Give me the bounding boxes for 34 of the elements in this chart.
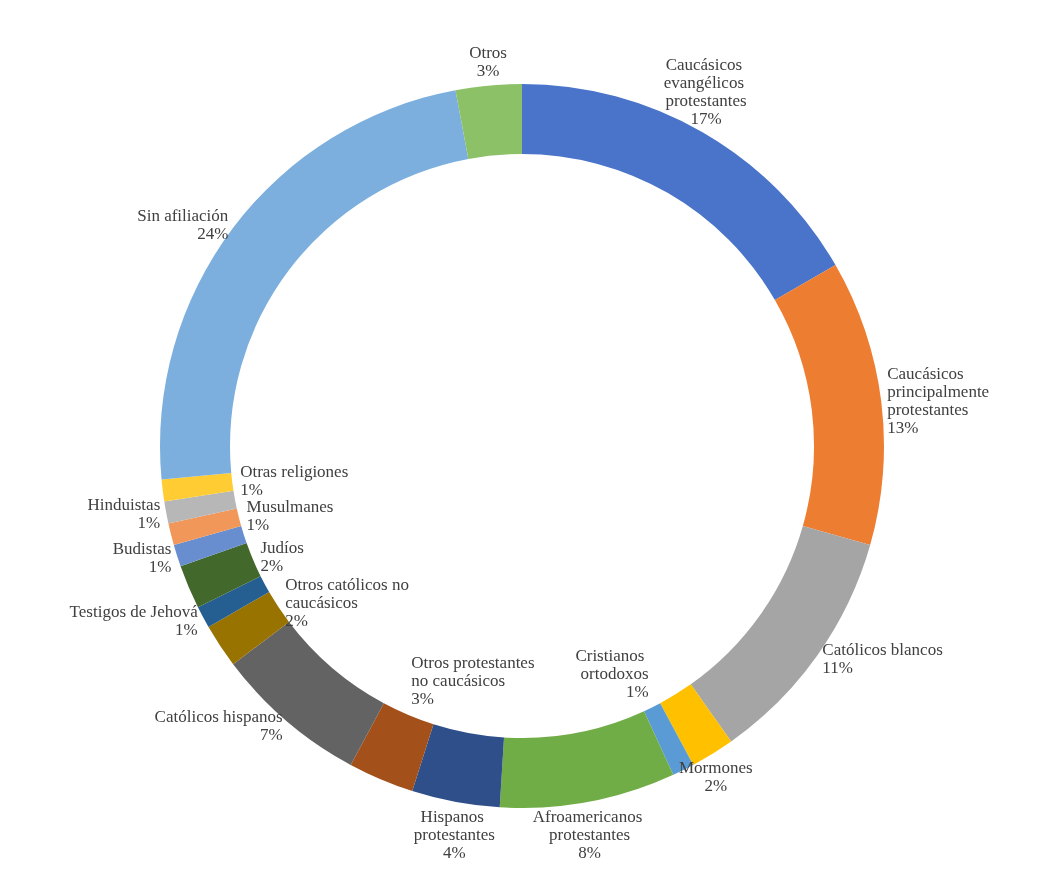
slice-label: Cristianos ortodoxos <box>575 645 649 683</box>
data-label: 24% <box>197 223 229 243</box>
slice-label: Otros <box>469 43 507 63</box>
data-label: 2% <box>704 776 728 796</box>
data-label: 8% <box>578 843 601 863</box>
data-label: 1% <box>625 681 649 701</box>
slice-label: Testigos de Jehová <box>69 601 199 621</box>
slice-label: Caucásicos evangélicos protestantes <box>663 54 749 110</box>
data-label: 1% <box>137 513 161 533</box>
data-label: 2% <box>260 556 284 576</box>
data-label: 11% <box>822 658 853 678</box>
data-label: 17% <box>690 108 722 128</box>
slice-label: Católicos blancos <box>822 640 943 660</box>
data-label: 13% <box>887 418 919 438</box>
data-label: 3% <box>411 689 434 709</box>
slice-label: Hinduistas <box>87 495 161 515</box>
slice-label: Católicos hispanos <box>154 706 283 726</box>
data-label: 3% <box>476 61 500 81</box>
data-label: 4% <box>443 843 466 863</box>
slice-label: Hispanos protestantes <box>413 807 495 845</box>
data-label: 2% <box>285 611 308 631</box>
data-label: 1% <box>175 619 198 639</box>
data-label: 1% <box>246 514 270 534</box>
slice-label: Afroamericanos protestantes <box>532 807 647 845</box>
slice-label: Budistas <box>112 539 172 559</box>
data-label: 1% <box>148 557 172 577</box>
slice-label: Sin afiliación <box>137 205 229 225</box>
slice-label: Mormones <box>678 758 753 778</box>
slice-label: Caucásicos principalmente protestantes <box>887 364 994 420</box>
data-label: 7% <box>259 724 283 744</box>
slice-label: Judíos <box>260 538 304 558</box>
slice-label: Otros católicos no caucásicos <box>285 575 414 613</box>
slice-label: Otras religiones <box>240 462 349 482</box>
slice-label: Otros protestantes no caucásicos <box>411 653 539 691</box>
